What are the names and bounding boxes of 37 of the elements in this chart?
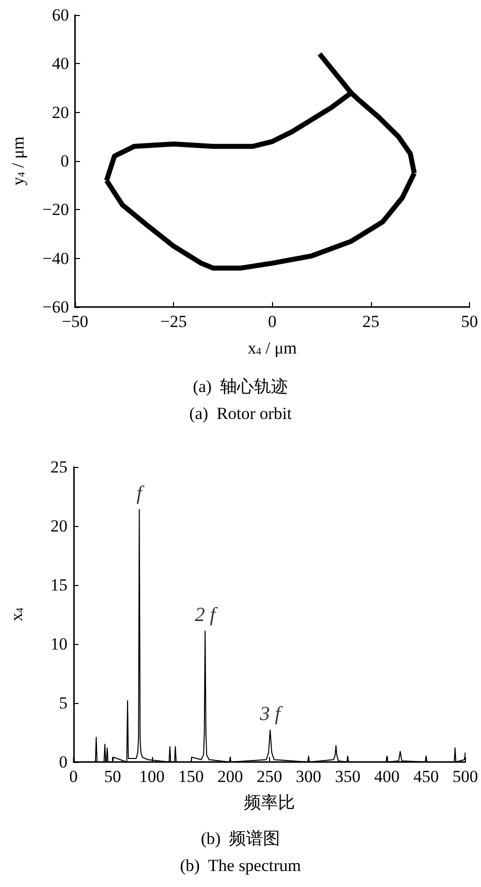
- annotation: f: [136, 482, 145, 504]
- y-tick-label: 60: [52, 6, 69, 24]
- text: (a) 轴心轨迹: [192, 377, 288, 396]
- x-tick-label: 50: [104, 767, 122, 786]
- x-tick-label: 200: [217, 767, 243, 786]
- x-axis-title: 频率比: [244, 793, 295, 812]
- y-axis-title: y4 / μm: [8, 136, 28, 186]
- y-tick-label: 20: [50, 516, 68, 536]
- text: (b) 频谱图: [200, 829, 280, 848]
- y-tick-label: 20: [52, 102, 69, 122]
- annotation: 2 f: [194, 604, 218, 626]
- y-tick-label: 15: [50, 576, 68, 594]
- y-tick-label: 25: [50, 458, 68, 476]
- y-tick-label: 0: [59, 752, 68, 772]
- x-tick-label: −25: [160, 312, 187, 331]
- text: (b) The spectrum: [180, 856, 302, 875]
- x-tick-label: 250: [256, 767, 282, 786]
- y-tick-label: 5: [59, 694, 68, 712]
- x-tick-label: 25: [362, 312, 380, 331]
- x-tick-label: 500: [452, 767, 478, 786]
- y-tick-label: 40: [52, 54, 69, 74]
- y-tick-label: 0: [60, 152, 69, 170]
- x-axis-title: x4 / μm: [248, 338, 297, 358]
- x-tick-label: 450: [413, 767, 439, 786]
- x-tick-label: 0: [268, 312, 276, 331]
- y-tick-label: −20: [42, 200, 69, 220]
- x-tick-label: 100: [139, 767, 165, 786]
- x-tick-label: 400: [374, 767, 400, 786]
- x-tick-label: 50: [461, 312, 478, 331]
- y-tick-label: −40: [42, 248, 69, 268]
- x-tick-label: 300: [296, 767, 322, 786]
- y-tick-label: 10: [50, 634, 68, 654]
- annotation: 3 f: [258, 703, 283, 726]
- x-tick-label: 150: [178, 767, 204, 786]
- x-tick-label: 350: [334, 767, 360, 786]
- text: (a) Rotor orbit: [189, 404, 292, 423]
- y-axis-title: x4: [7, 608, 26, 622]
